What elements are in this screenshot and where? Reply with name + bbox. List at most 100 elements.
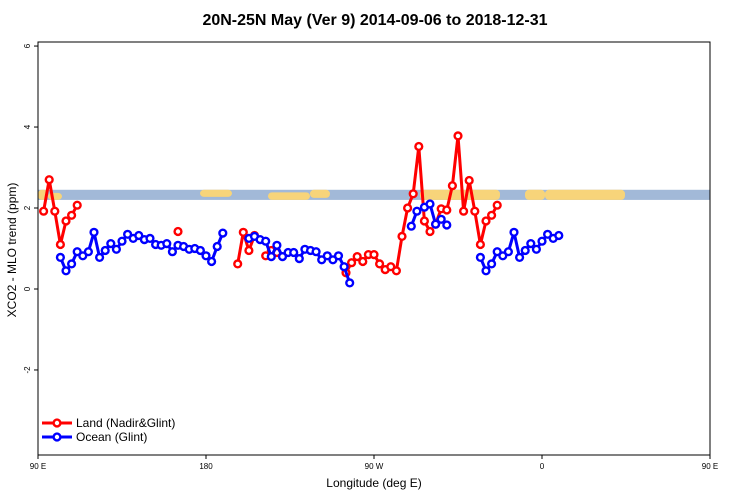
data-point bbox=[352, 252, 362, 262]
data-point bbox=[233, 259, 243, 269]
y-tick-label: 4 bbox=[23, 124, 32, 129]
data-point bbox=[66, 259, 77, 269]
data-point bbox=[61, 266, 71, 276]
data-point bbox=[481, 216, 491, 226]
map-land-block bbox=[200, 189, 232, 197]
legend: Land (Nadir&Glint) Ocean (Glint) bbox=[42, 416, 175, 444]
data-point bbox=[55, 239, 66, 250]
data-point bbox=[447, 181, 458, 191]
data-point bbox=[238, 227, 248, 237]
data-point bbox=[475, 239, 486, 250]
legend-land-label: Land (Nadir&Glint) bbox=[76, 416, 175, 430]
data-point bbox=[414, 141, 424, 152]
map-land-block bbox=[525, 189, 545, 200]
map-land-block bbox=[310, 189, 330, 198]
data-point bbox=[369, 250, 379, 260]
data-point bbox=[431, 219, 441, 229]
map-land-block bbox=[268, 192, 310, 200]
data-point bbox=[117, 236, 127, 246]
data-point bbox=[425, 226, 435, 237]
data-point bbox=[345, 278, 355, 288]
legend-ocean-label: Ocean (Glint) bbox=[76, 430, 147, 444]
data-point bbox=[272, 240, 282, 250]
legend-entry-land: Land (Nadir&Glint) bbox=[42, 416, 175, 430]
series-layer bbox=[38, 131, 564, 288]
data-point bbox=[514, 252, 525, 263]
data-point bbox=[425, 199, 435, 209]
data-point bbox=[261, 236, 271, 246]
y-tick-label: 6 bbox=[23, 43, 32, 48]
series-ocean bbox=[55, 199, 564, 288]
data-point bbox=[72, 200, 82, 210]
data-point bbox=[207, 256, 217, 267]
x-tick-label: 90 E bbox=[702, 462, 718, 471]
data-point bbox=[66, 210, 77, 220]
data-point bbox=[397, 231, 407, 242]
map-strip-land bbox=[38, 189, 625, 200]
data-point bbox=[218, 228, 228, 238]
data-point bbox=[106, 239, 116, 249]
data-point bbox=[173, 226, 183, 237]
data-point bbox=[408, 189, 418, 199]
data-point bbox=[311, 247, 321, 257]
data-point bbox=[526, 239, 536, 249]
y-tick-label: 2 bbox=[23, 205, 32, 210]
data-point bbox=[83, 247, 94, 257]
chart-title: 20N-25N May (Ver 9) 2014-09-06 to 2018-1… bbox=[202, 12, 547, 29]
data-point bbox=[509, 227, 519, 237]
data-point bbox=[436, 214, 446, 224]
data-point bbox=[481, 266, 491, 276]
data-point bbox=[162, 239, 172, 249]
data-point bbox=[294, 254, 304, 264]
data-point bbox=[55, 252, 66, 263]
y-axis-label: XCO2 - MLO trend (ppm) bbox=[5, 183, 19, 318]
data-point bbox=[459, 206, 469, 216]
data-point bbox=[375, 259, 385, 269]
data-point bbox=[487, 210, 497, 220]
data-point bbox=[61, 216, 71, 226]
data-point bbox=[419, 216, 430, 226]
data-point bbox=[167, 247, 178, 257]
data-point bbox=[89, 227, 99, 237]
y-tick-label: 0 bbox=[23, 286, 32, 291]
data-point bbox=[50, 206, 60, 216]
data-point bbox=[266, 252, 276, 262]
legend-land-marker bbox=[52, 418, 62, 428]
data-point bbox=[333, 251, 344, 261]
data-point bbox=[94, 252, 105, 263]
data-point bbox=[111, 244, 122, 254]
x-tick-label: 0 bbox=[540, 462, 545, 471]
data-point bbox=[406, 221, 416, 231]
data-point bbox=[520, 245, 530, 256]
data-point bbox=[492, 200, 502, 210]
data-point bbox=[195, 245, 206, 256]
data-point bbox=[358, 256, 368, 267]
data-point bbox=[44, 175, 54, 185]
x-tick-label: 90 E bbox=[30, 462, 46, 471]
data-point bbox=[531, 244, 542, 254]
map-strip bbox=[38, 189, 710, 200]
x-axis: 90 E 180 90 W 0 90 E bbox=[30, 455, 718, 471]
data-point bbox=[391, 266, 402, 276]
data-point bbox=[464, 175, 474, 186]
data-point bbox=[503, 247, 514, 257]
series-land bbox=[38, 131, 502, 278]
data-point bbox=[442, 220, 452, 230]
data-point bbox=[453, 131, 463, 141]
data-point bbox=[403, 203, 413, 213]
legend-entry-ocean: Ocean (Glint) bbox=[42, 430, 147, 444]
data-point bbox=[289, 247, 299, 258]
x-tick-label: 180 bbox=[199, 462, 213, 471]
data-point bbox=[100, 245, 110, 256]
data-point bbox=[339, 262, 349, 272]
data-point bbox=[475, 252, 486, 263]
map-land-block bbox=[420, 189, 500, 200]
data-point bbox=[38, 206, 49, 216]
data-point bbox=[487, 259, 497, 269]
data-point bbox=[412, 206, 422, 216]
data-point bbox=[537, 236, 547, 246]
data-point bbox=[470, 206, 480, 216]
x-tick-label: 90 W bbox=[365, 462, 384, 471]
